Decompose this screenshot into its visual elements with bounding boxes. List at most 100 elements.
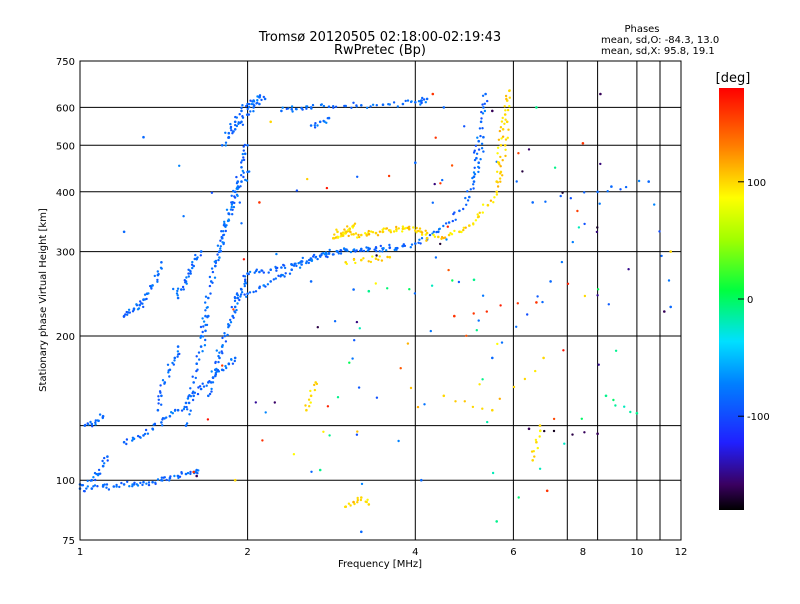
data-point — [446, 225, 449, 228]
data-point — [241, 169, 244, 173]
data-point — [255, 102, 258, 105]
colorbar-ticks: 100 0 -100 — [738, 178, 770, 423]
data-point — [581, 142, 585, 145]
data-point — [355, 105, 358, 108]
data-point — [472, 171, 476, 174]
data-point — [316, 124, 319, 127]
data-point — [462, 226, 465, 229]
data-point — [146, 432, 150, 435]
data-point — [306, 177, 309, 181]
x-tick-label: 1 — [77, 547, 83, 558]
data-point — [480, 117, 483, 120]
data-point — [355, 249, 358, 252]
data-point — [101, 459, 104, 463]
data-point — [474, 219, 478, 222]
data-point — [240, 109, 243, 113]
data-point — [120, 481, 123, 485]
data-point — [197, 386, 200, 389]
data-point — [322, 430, 325, 433]
data-point — [232, 308, 235, 311]
data-point — [248, 102, 251, 106]
data-point — [451, 219, 454, 223]
data-point — [231, 314, 234, 318]
data-point — [295, 108, 298, 111]
data-point — [151, 284, 154, 287]
data-point — [360, 247, 363, 251]
data-point — [233, 120, 237, 124]
data-point — [327, 116, 331, 120]
data-point — [153, 274, 156, 278]
data-point — [356, 496, 359, 500]
data-point — [475, 329, 478, 332]
data-point — [353, 222, 357, 225]
data-point — [538, 424, 542, 427]
data-point — [227, 136, 230, 139]
data-point — [182, 288, 185, 291]
data-point — [481, 94, 485, 98]
data-point — [205, 306, 208, 309]
data-point — [233, 196, 237, 199]
data-point — [209, 280, 213, 283]
data-point — [342, 234, 345, 237]
data-point — [375, 249, 378, 253]
data-point — [345, 262, 348, 266]
data-point — [658, 230, 661, 233]
data-point — [204, 314, 207, 318]
data-point — [316, 257, 319, 261]
data-point — [231, 213, 234, 216]
data-point — [105, 483, 109, 486]
data-point — [243, 143, 247, 147]
data-point — [382, 227, 385, 230]
data-point — [183, 405, 186, 409]
data-point — [305, 107, 308, 110]
data-point — [346, 225, 349, 228]
data-point — [126, 313, 129, 316]
data-point — [159, 384, 162, 387]
data-point — [531, 201, 534, 204]
data-point — [230, 205, 233, 209]
data-point — [272, 278, 275, 281]
data-point — [211, 270, 215, 274]
data-point — [365, 106, 369, 110]
data-point — [199, 254, 202, 257]
data-point — [180, 409, 184, 412]
data-point — [476, 136, 479, 139]
data-point — [339, 252, 343, 255]
data-point — [306, 105, 309, 108]
data-point — [157, 272, 160, 276]
data-point — [623, 405, 626, 408]
data-point — [358, 327, 361, 330]
data-point — [420, 237, 424, 240]
data-point — [314, 381, 318, 384]
data-point — [224, 364, 227, 368]
data-point — [99, 472, 102, 475]
data-point — [477, 215, 481, 218]
data-point — [501, 159, 504, 162]
data-point — [142, 434, 145, 437]
data-point — [204, 329, 207, 333]
data-point — [395, 228, 398, 231]
data-point — [216, 253, 219, 256]
data-point — [333, 233, 336, 236]
data-point — [142, 298, 145, 301]
data-point — [309, 401, 312, 404]
data-point — [187, 272, 190, 275]
data-point — [316, 326, 319, 329]
data-point — [477, 319, 480, 322]
data-point — [176, 287, 180, 290]
data-point — [125, 442, 128, 446]
data-point — [353, 339, 356, 342]
data-point — [535, 440, 538, 444]
data-point — [421, 96, 424, 100]
data-point — [553, 166, 557, 169]
data-point — [466, 199, 470, 202]
data-point — [606, 190, 609, 193]
data-point — [444, 222, 448, 225]
data-point — [241, 152, 244, 156]
data-point — [192, 390, 195, 393]
data-point — [185, 405, 188, 409]
data-point — [240, 161, 243, 164]
data-point — [314, 256, 317, 259]
data-point — [194, 253, 197, 257]
data-point — [486, 203, 490, 207]
